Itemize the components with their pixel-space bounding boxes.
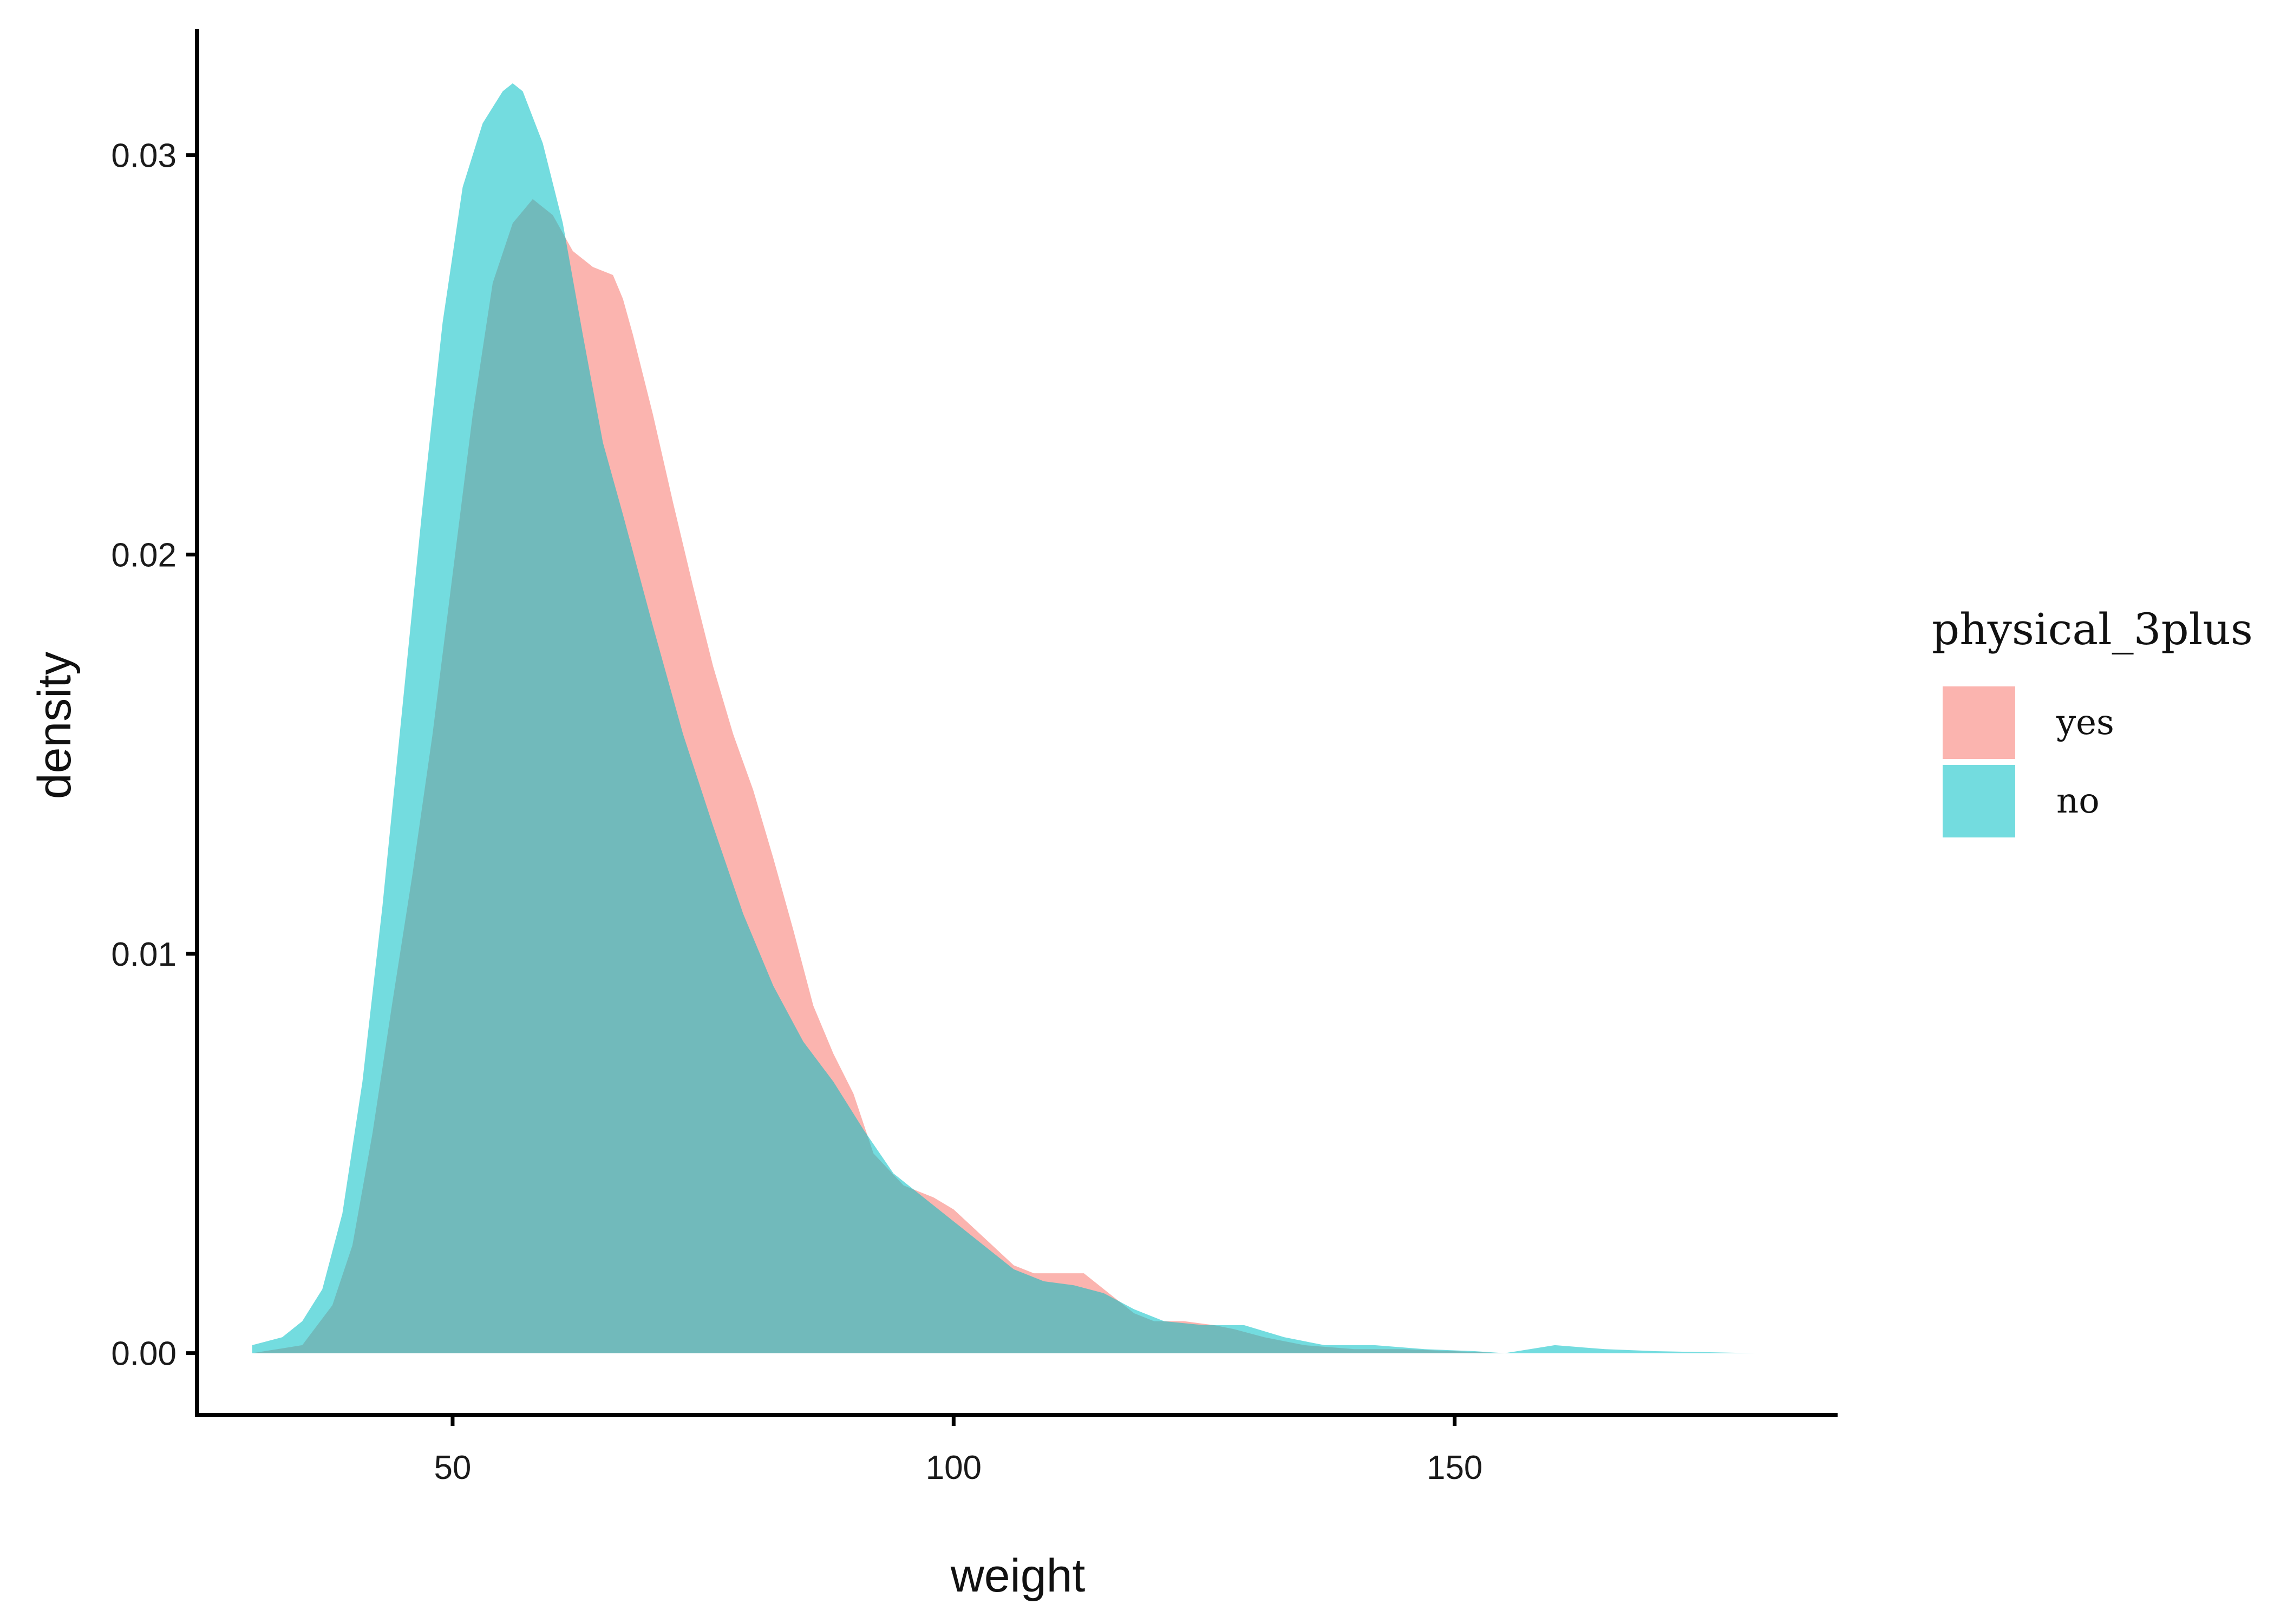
legend-items: yes no xyxy=(1943,686,2114,837)
y-tick-label: 0.00 xyxy=(111,1335,177,1373)
y-tick-label: 0.03 xyxy=(111,137,177,175)
legend-swatch-yes xyxy=(1943,686,2015,759)
density-area-no xyxy=(252,83,1755,1353)
x-axis-title: weight xyxy=(950,1550,1086,1602)
y-axis-title: density xyxy=(29,652,81,800)
legend-swatch-no xyxy=(1943,765,2015,837)
legend-label-yes: yes xyxy=(2056,703,2114,743)
y-tick-label: 0.01 xyxy=(111,936,177,973)
density-areas xyxy=(252,83,1755,1353)
y-tick-label: 0.02 xyxy=(111,536,177,574)
legend-title: physical_3plus xyxy=(1932,604,2253,654)
y-axis-ticks: 0.00 0.01 0.02 0.03 xyxy=(111,137,197,1373)
legend: physical_3plus yes no xyxy=(1932,604,2253,837)
x-tick-label: 50 xyxy=(434,1449,471,1487)
x-axis-ticks: 50 100 150 xyxy=(434,1415,1482,1487)
x-tick-label: 150 xyxy=(1427,1449,1482,1487)
legend-label-no: no xyxy=(2056,781,2100,821)
x-tick-label: 100 xyxy=(926,1449,982,1487)
